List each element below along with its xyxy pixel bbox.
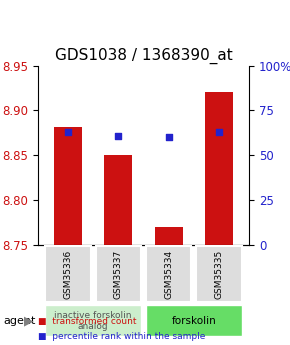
FancyBboxPatch shape <box>96 246 141 303</box>
Text: forskolin: forskolin <box>172 316 216 326</box>
Text: GSM35334: GSM35334 <box>164 250 173 299</box>
Point <box>66 129 70 135</box>
Text: GSM35335: GSM35335 <box>215 250 224 299</box>
Bar <box>104 155 132 245</box>
Bar <box>155 227 183 245</box>
Text: ■  percentile rank within the sample: ■ percentile rank within the sample <box>38 332 205 341</box>
Point <box>166 135 171 140</box>
Text: inactive forskolin
analog: inactive forskolin analog <box>55 311 132 331</box>
FancyBboxPatch shape <box>45 246 91 303</box>
Text: GSM35336: GSM35336 <box>64 250 72 299</box>
Text: ■  transformed count: ■ transformed count <box>38 317 136 326</box>
Point <box>116 133 121 138</box>
FancyBboxPatch shape <box>197 246 242 303</box>
Bar <box>54 127 82 245</box>
Bar <box>205 92 233 245</box>
Point <box>217 129 222 135</box>
Text: agent: agent <box>3 316 35 326</box>
Text: ▶: ▶ <box>24 314 34 327</box>
Title: GDS1038 / 1368390_at: GDS1038 / 1368390_at <box>55 48 232 64</box>
FancyBboxPatch shape <box>146 305 242 336</box>
Text: GSM35337: GSM35337 <box>114 250 123 299</box>
FancyBboxPatch shape <box>45 305 141 336</box>
FancyBboxPatch shape <box>146 246 191 303</box>
